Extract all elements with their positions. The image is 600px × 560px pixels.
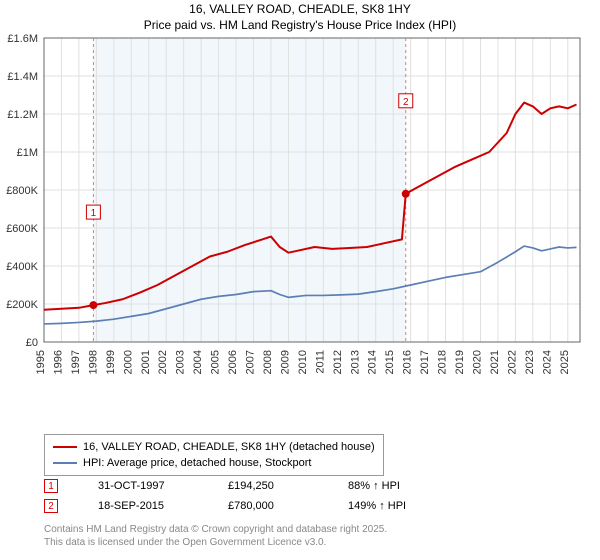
legend-item: 16, VALLEY ROAD, CHEADLE, SK8 1HY (detac…: [53, 439, 375, 455]
x-tick-label: 2018: [437, 350, 449, 374]
x-tick-label: 2013: [349, 350, 361, 374]
title-line-2: Price paid vs. HM Land Registry's House …: [0, 18, 600, 34]
x-tick-label: 2023: [524, 350, 536, 374]
x-tick-label: 2019: [454, 350, 466, 374]
sale-dot: [89, 301, 97, 309]
sale-vs-hpi: 149% ↑ HPI: [348, 500, 438, 512]
sale-marker-num: 2: [403, 97, 409, 108]
sale-price: £780,000: [228, 500, 308, 512]
legend-label: HPI: Average price, detached house, Stoc…: [83, 457, 312, 469]
data-attribution: Contains HM Land Registry data © Crown c…: [44, 524, 387, 549]
x-tick-label: 2001: [140, 350, 152, 374]
y-tick-label: £1.6M: [7, 33, 38, 45]
x-tick-label: 2015: [384, 350, 396, 374]
y-tick-label: £0: [26, 337, 38, 349]
x-tick-label: 2012: [332, 350, 344, 374]
legend-swatch: [53, 446, 77, 448]
x-tick-label: 2025: [559, 350, 571, 374]
legend-label: 16, VALLEY ROAD, CHEADLE, SK8 1HY (detac…: [83, 441, 375, 453]
x-tick-label: 1998: [87, 350, 99, 374]
x-tick-label: 2007: [245, 350, 257, 374]
x-tick-label: 2008: [262, 350, 274, 374]
sale-row: 2 18-SEP-2015 £780,000 149% ↑ HPI: [44, 496, 564, 516]
x-tick-label: 2014: [367, 350, 379, 374]
attribution-line-2: This data is licensed under the Open Gov…: [44, 537, 387, 550]
chart-legend: 16, VALLEY ROAD, CHEADLE, SK8 1HY (detac…: [44, 434, 384, 476]
sale-marker-num: 1: [91, 208, 97, 219]
sale-vs-hpi: 88% ↑ HPI: [348, 480, 438, 492]
legend-item: HPI: Average price, detached house, Stoc…: [53, 455, 375, 471]
x-tick-label: 2003: [175, 350, 187, 374]
sale-dot: [402, 190, 410, 198]
x-tick-label: 2002: [157, 350, 169, 374]
x-tick-label: 1997: [70, 350, 82, 374]
x-tick-label: 2021: [489, 350, 501, 374]
sale-marker-badge: 1: [44, 479, 58, 493]
x-tick-label: 2024: [541, 350, 553, 374]
x-tick-label: 2000: [122, 350, 134, 374]
x-tick-label: 2017: [419, 350, 431, 374]
attribution-line-1: Contains HM Land Registry data © Crown c…: [44, 524, 387, 537]
title-line-1: 16, VALLEY ROAD, CHEADLE, SK8 1HY: [0, 2, 600, 18]
x-tick-label: 1995: [35, 350, 47, 374]
x-tick-label: 2011: [314, 350, 326, 374]
sale-marker-badge: 2: [44, 499, 58, 513]
y-tick-label: £400K: [6, 261, 38, 273]
x-tick-label: 1996: [52, 350, 64, 374]
x-tick-label: 2020: [471, 350, 483, 374]
y-tick-label: £800K: [6, 185, 38, 197]
sales-table: 1 31-OCT-1997 £194,250 88% ↑ HPI 2 18-SEP-201…: [44, 476, 564, 516]
x-tick-label: 2016: [402, 350, 414, 374]
y-tick-label: £1M: [17, 147, 38, 159]
sale-price: £194,250: [228, 480, 308, 492]
y-tick-label: £600K: [6, 223, 38, 235]
x-tick-label: 2004: [192, 350, 204, 374]
sale-date: 18-SEP-2015: [98, 500, 188, 512]
x-tick-label: 2022: [506, 350, 518, 374]
price-chart: £0£200K£400K£600K£800K£1M£1.2M£1.4M£1.6M…: [44, 38, 584, 398]
x-tick-label: 2005: [210, 350, 222, 374]
y-tick-label: £1.2M: [7, 109, 38, 121]
y-tick-label: £200K: [6, 299, 38, 311]
y-tick-label: £1.4M: [7, 71, 38, 83]
x-tick-label: 2010: [297, 350, 309, 374]
chart-title: 16, VALLEY ROAD, CHEADLE, SK8 1HY Price …: [0, 0, 600, 33]
legend-swatch: [53, 462, 77, 464]
x-tick-label: 2009: [279, 350, 291, 374]
sale-date: 31-OCT-1997: [98, 480, 188, 492]
sale-row: 1 31-OCT-1997 £194,250 88% ↑ HPI: [44, 476, 564, 496]
x-tick-label: 2006: [227, 350, 239, 374]
x-tick-label: 1999: [105, 350, 117, 374]
